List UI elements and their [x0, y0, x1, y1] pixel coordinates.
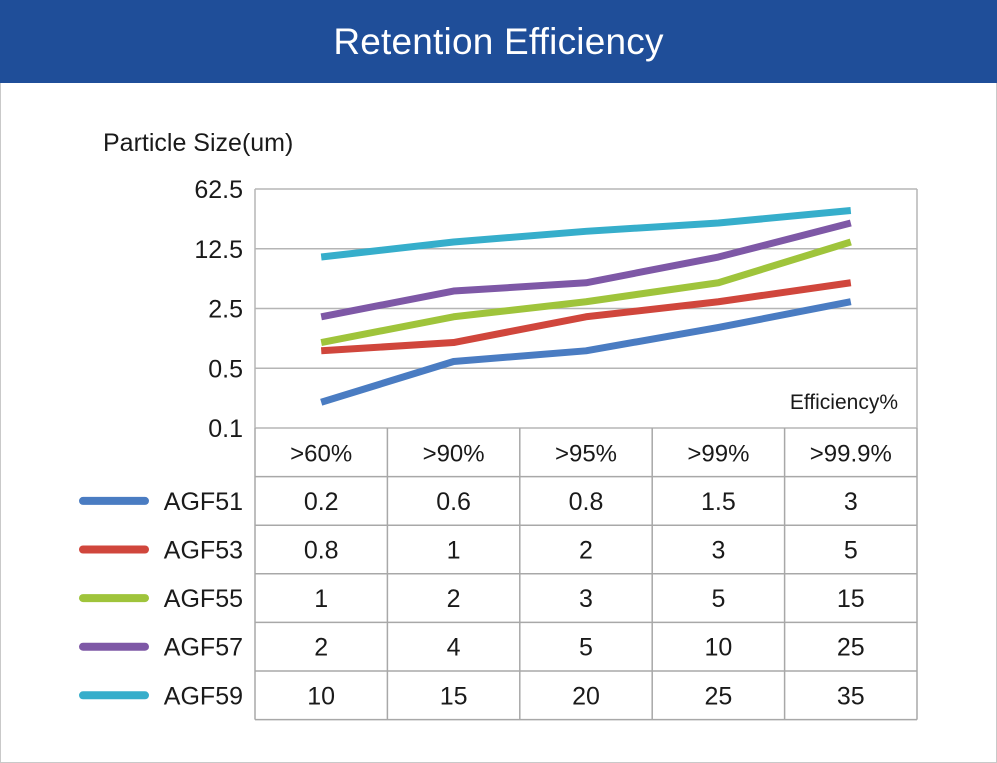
- y-tick-label: 62.5: [194, 176, 243, 204]
- data-label: 3: [579, 585, 593, 613]
- data-label: 3: [711, 537, 725, 565]
- legend-label: AGF53: [164, 537, 243, 565]
- data-label: 0.2: [304, 488, 339, 516]
- data-label: 5: [711, 585, 725, 613]
- y-tick-labels: 0.1 0.5 2.5 12.5 62.5: [194, 176, 243, 443]
- data-label: 10: [704, 634, 732, 662]
- data-label: 4: [447, 634, 461, 662]
- data-label: 0.8: [569, 488, 604, 516]
- data-label: 0.6: [436, 488, 471, 516]
- data-label: 1.5: [701, 488, 736, 516]
- data-label: 20: [572, 682, 600, 710]
- x-tick-label: >99%: [687, 440, 749, 467]
- data-label: 1: [447, 537, 461, 565]
- data-label: 25: [704, 682, 732, 710]
- series-line-agf59: [320, 207, 852, 261]
- data-label: 0.8: [304, 537, 339, 565]
- y-tick-label: 0.1: [208, 415, 243, 443]
- y-axis-label: Particle Size(um): [103, 129, 293, 157]
- x-tick-label: >95%: [555, 440, 617, 467]
- data-label: 35: [837, 682, 865, 710]
- data-label: 5: [844, 537, 858, 565]
- data-label: 2: [447, 585, 461, 613]
- x-tick-label: >60%: [290, 440, 352, 467]
- y-tick-label: 0.5: [208, 355, 243, 383]
- legend-label: AGF55: [164, 585, 243, 613]
- data-label: 10: [307, 682, 335, 710]
- chart-title: Retention Efficiency: [333, 20, 664, 62]
- data-label: 15: [837, 585, 865, 613]
- series-line-agf55: [320, 238, 852, 346]
- y-tick-label: 12.5: [194, 236, 243, 264]
- legend-label: AGF51: [164, 488, 243, 516]
- x-tick-label: >99.9%: [810, 440, 892, 467]
- data-table: >60% >90% >95% >99% >99.9% AGF51 0.2 0.6 0.8 1.5 3…: [79, 428, 918, 721]
- x-tick-label: >90%: [423, 440, 485, 467]
- y-tick-label: 2.5: [208, 296, 243, 324]
- series-line-agf57: [320, 219, 852, 321]
- data-label: 2: [314, 634, 328, 662]
- data-label: 1: [314, 585, 328, 613]
- legend-label: AGF57: [164, 634, 243, 662]
- data-label: 2: [579, 537, 593, 565]
- series-line-agf51: [320, 298, 852, 406]
- series-line-agf53: [320, 279, 852, 355]
- data-label: 25: [837, 634, 865, 662]
- legend-label: AGF59: [164, 682, 243, 710]
- data-label: 15: [440, 682, 468, 710]
- data-label: 3: [844, 488, 858, 516]
- x-axis-label: Efficiency%: [790, 391, 898, 414]
- chart-title-bar: Retention Efficiency: [0, 0, 997, 83]
- series-lines: [320, 207, 852, 406]
- data-label: 5: [579, 634, 593, 662]
